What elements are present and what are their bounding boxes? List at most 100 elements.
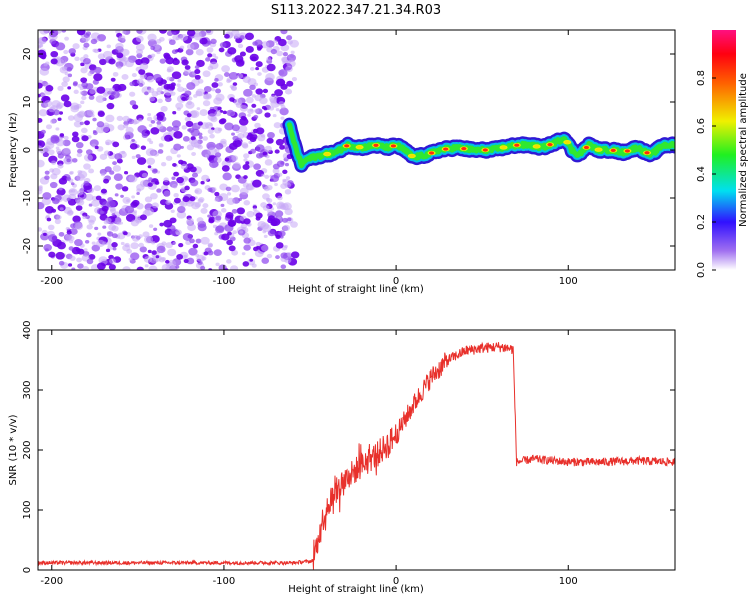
noise-speckle: [246, 210, 255, 218]
noise-speckle: [52, 197, 60, 205]
noise-speckle: [156, 188, 162, 193]
noise-speckle: [76, 190, 84, 196]
noise-speckle: [191, 172, 199, 178]
noise-speckle: [170, 209, 175, 213]
noise-speckle: [129, 100, 137, 106]
noise-speckle: [180, 145, 184, 149]
noise-speckle: [80, 100, 85, 105]
noise-speckle: [96, 121, 105, 128]
noise-speckle: [195, 48, 204, 56]
noise-speckle: [49, 168, 55, 173]
noise-speckle: [46, 217, 52, 222]
noise-speckle: [112, 71, 119, 77]
signal-hotspot-core: [461, 147, 467, 151]
noise-speckle: [261, 184, 266, 188]
noise-speckle: [76, 173, 85, 181]
noise-speckle: [139, 246, 147, 253]
y-tick-label: 10: [22, 96, 33, 109]
noise-speckle: [254, 94, 263, 102]
noise-speckle: [267, 229, 276, 237]
noise-speckle: [159, 222, 164, 227]
signal-hotspot-core: [324, 152, 330, 156]
noise-speckle: [89, 88, 96, 95]
noise-speckle: [60, 94, 70, 102]
noise-speckle: [104, 217, 112, 224]
noise-speckle: [88, 253, 96, 260]
noise-speckle: [150, 45, 156, 51]
noise-speckle: [68, 263, 73, 267]
noise-speckle: [59, 207, 64, 211]
noise-speckle: [194, 202, 202, 208]
noise-speckle: [148, 177, 153, 182]
signal-hotspot-core: [624, 149, 631, 153]
noise-speckle: [67, 86, 72, 90]
noise-speckle: [243, 175, 248, 180]
noise-speckle: [238, 197, 242, 201]
noise-speckle: [248, 140, 253, 144]
signal-hotspot-core: [564, 140, 570, 144]
noise-speckle: [163, 177, 169, 182]
noise-speckle: [166, 76, 172, 81]
noise-speckle: [146, 157, 156, 166]
noise-speckle: [261, 244, 269, 252]
noise-speckle: [71, 135, 80, 143]
signal-hotspot-core: [390, 144, 397, 148]
noise-speckle: [157, 98, 163, 104]
noise-speckle: [176, 154, 181, 158]
noise-speckle: [124, 131, 134, 140]
noise-speckle: [231, 208, 238, 214]
noise-speckle: [215, 262, 220, 267]
noise-speckle: [144, 196, 153, 203]
noise-speckle: [139, 214, 147, 221]
noise-speckle: [84, 239, 90, 244]
noise-speckle: [266, 253, 273, 259]
noise-speckle: [280, 203, 289, 211]
noise-speckle: [123, 57, 130, 63]
noise-speckle: [267, 131, 275, 139]
noise-speckle: [261, 173, 266, 177]
noise-speckle: [199, 109, 208, 117]
noise-speckle: [266, 137, 274, 144]
noise-speckle: [165, 155, 173, 161]
noise-speckle: [226, 192, 232, 196]
noise-speckle: [195, 238, 202, 244]
noise-speckle: [246, 96, 254, 104]
noise-speckle: [193, 94, 198, 98]
noise-speckle: [278, 101, 285, 107]
noise-speckle: [278, 69, 288, 77]
noise-speckle: [194, 69, 201, 75]
noise-speckle: [234, 55, 244, 63]
noise-speckle: [119, 221, 124, 225]
noise-speckle: [273, 39, 278, 44]
noise-speckle: [138, 118, 143, 122]
noise-speckle: [128, 174, 138, 183]
noise-speckle: [277, 195, 283, 201]
noise-speckle: [229, 97, 235, 102]
noise-speckle: [214, 152, 222, 158]
noise-speckle: [237, 43, 244, 49]
noise-speckle: [83, 163, 91, 170]
signal-hotspot-core: [583, 145, 590, 150]
noise-speckle: [286, 80, 294, 87]
noise-speckle: [185, 48, 194, 56]
noise-speckle: [65, 226, 70, 231]
noise-speckle: [77, 170, 83, 175]
noise-speckle: [159, 30, 167, 34]
noise-speckle: [257, 72, 262, 76]
noise-speckle: [58, 187, 63, 191]
noise-speckle: [64, 72, 69, 76]
noise-speckle: [265, 73, 275, 82]
noise-speckle: [214, 78, 219, 82]
noise-speckle: [156, 245, 166, 254]
noise-speckle: [202, 100, 211, 107]
noise-speckle: [38, 145, 43, 153]
noise-speckle: [137, 125, 147, 134]
noise-speckle: [139, 62, 149, 71]
noise-speckle: [168, 137, 174, 141]
noise-speckle: [136, 192, 140, 196]
noise-speckle: [166, 30, 174, 37]
noise-speckle: [56, 215, 62, 220]
noise-speckle: [111, 233, 118, 239]
noise-speckle: [214, 197, 219, 202]
